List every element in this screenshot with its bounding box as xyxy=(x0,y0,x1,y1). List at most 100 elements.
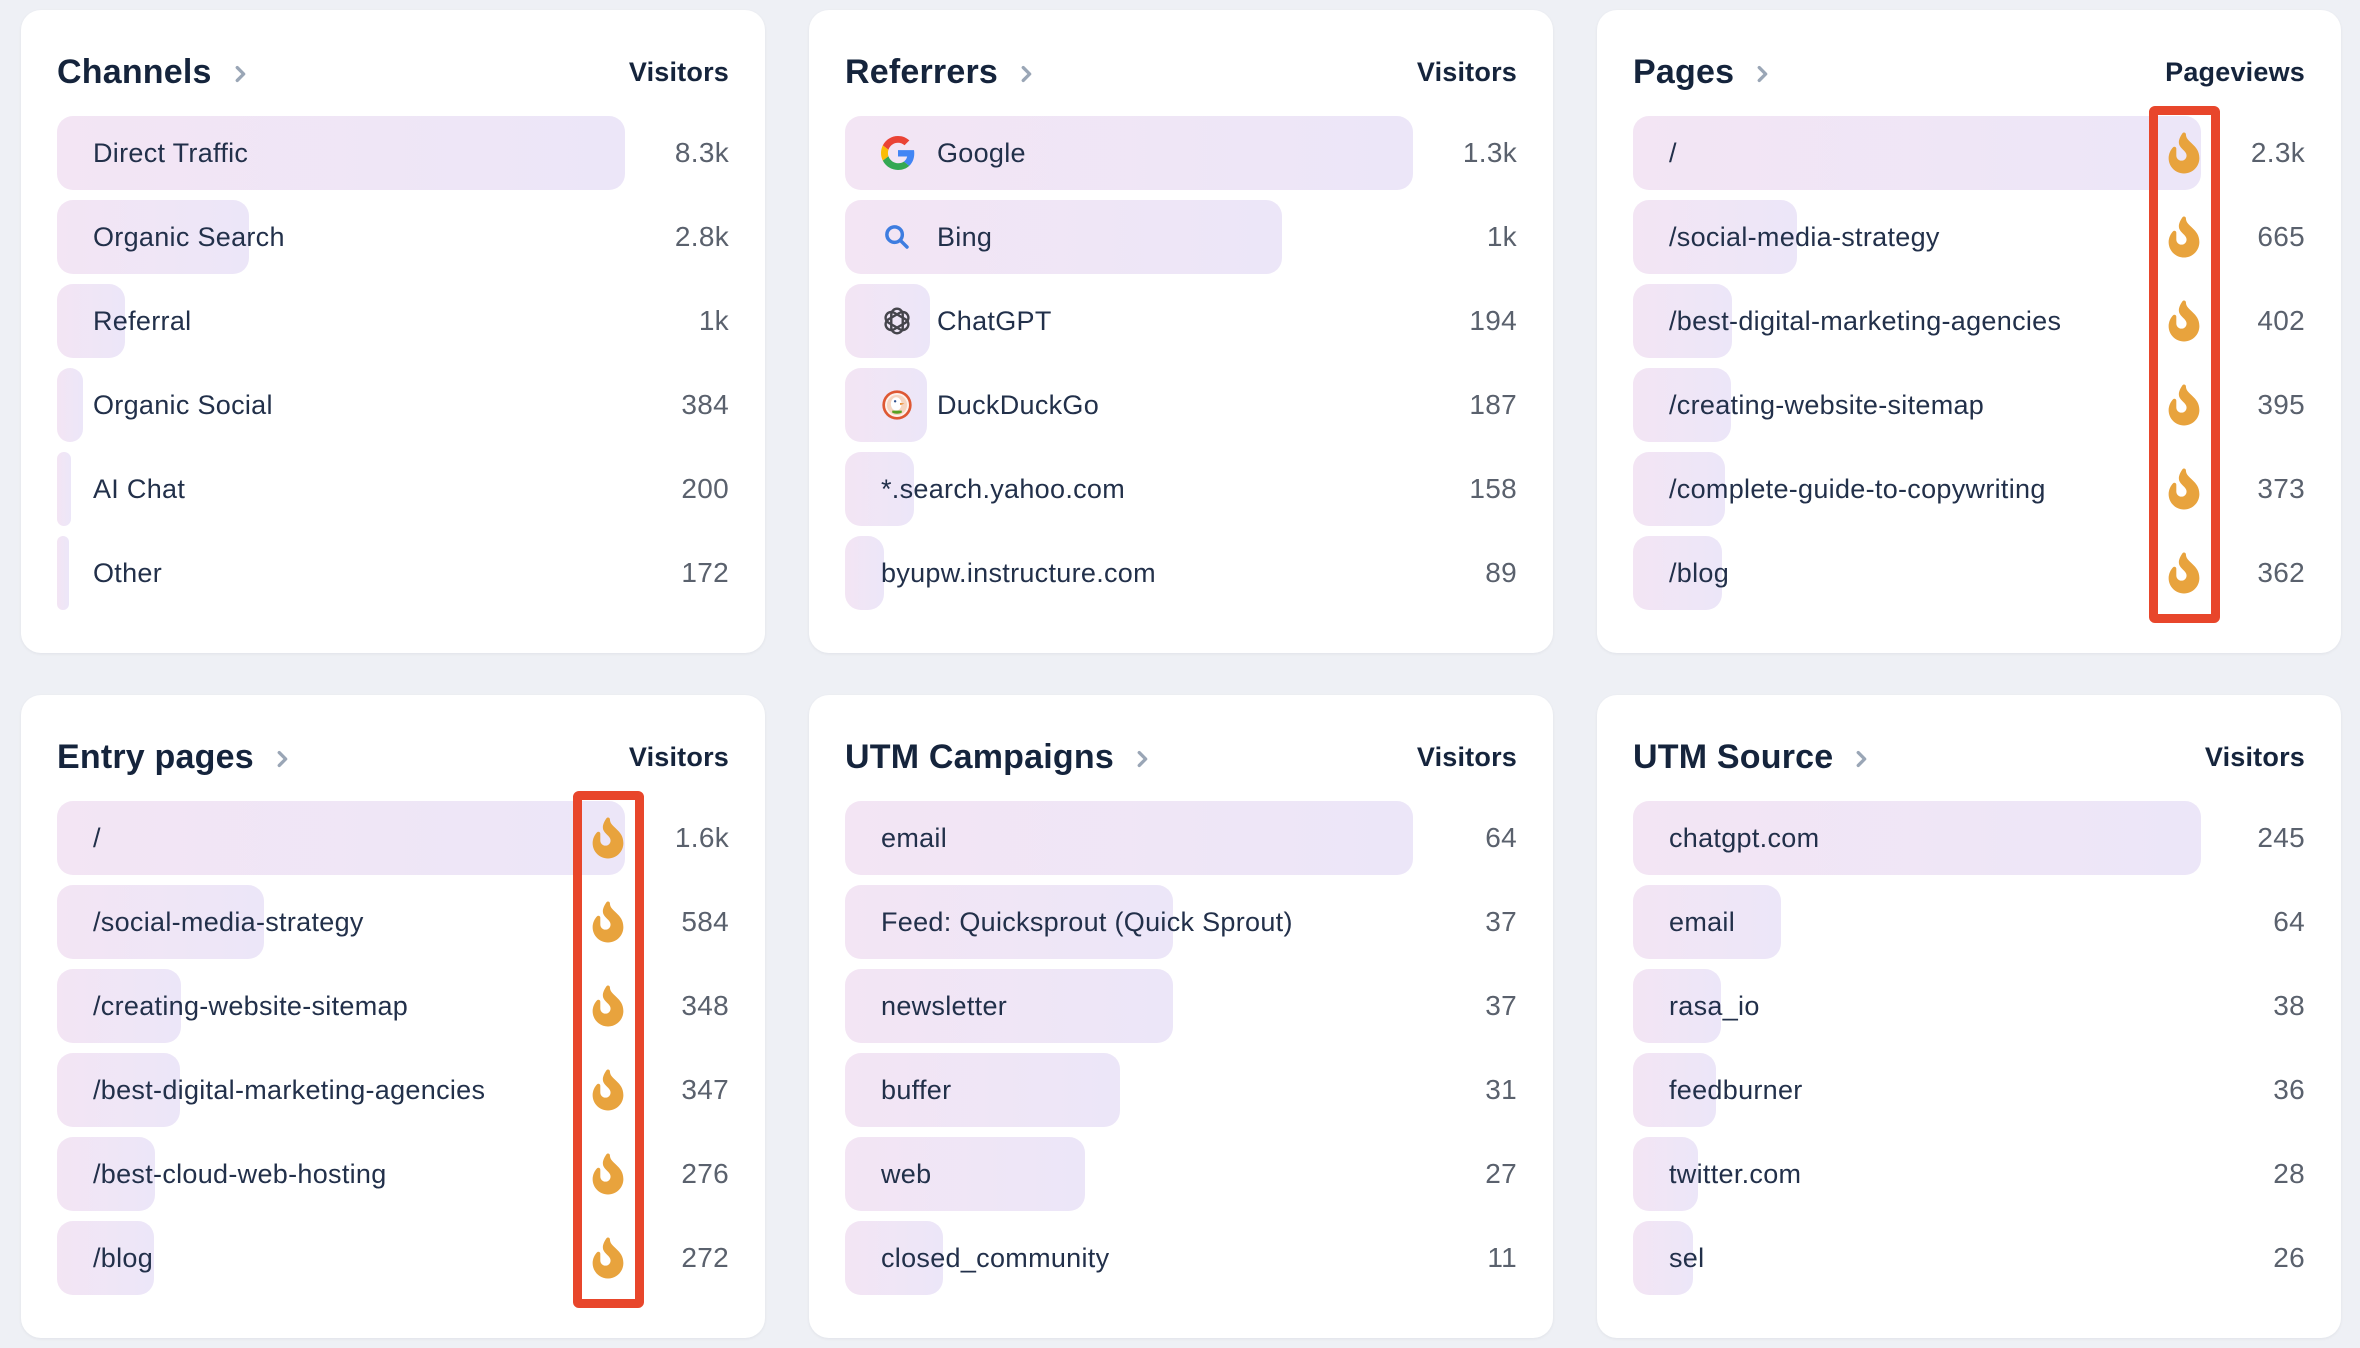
row-label: feedburner xyxy=(1669,1074,1803,1105)
row-label: closed_community xyxy=(881,1242,1110,1273)
fire-icon xyxy=(592,901,624,943)
card-title-link-utm-campaigns[interactable]: UTM Campaigns xyxy=(845,739,1153,775)
list-item[interactable]: Referral 1k xyxy=(57,284,729,358)
row-value: 31 xyxy=(1485,1074,1517,1105)
fire-icon xyxy=(592,1237,624,1279)
list-item[interactable]: Other 172 xyxy=(57,536,729,610)
list-item[interactable]: Organic Social 384 xyxy=(57,368,729,442)
metric-column-header: Visitors xyxy=(1416,56,1517,87)
list-item[interactable]: twitter.com 28 xyxy=(1633,1137,2305,1211)
list-item[interactable]: /complete-guide-to-copywriting 373 xyxy=(1633,452,2305,526)
list-item[interactable]: / 2.3k xyxy=(1633,116,2305,190)
row-value: 362 xyxy=(2257,557,2305,588)
list-item[interactable]: chatgpt.com 245 xyxy=(1633,801,2305,875)
list-item[interactable]: Google 1.3k xyxy=(845,116,1517,190)
fire-icon xyxy=(2168,552,2200,594)
row-label-wrap: DuckDuckGo xyxy=(881,368,1099,442)
list-item[interactable]: email 64 xyxy=(1633,885,2305,959)
list-item[interactable]: byupw.instructure.com 89 xyxy=(845,536,1517,610)
list-item[interactable]: /best-digital-marketing-agencies 347 xyxy=(57,1053,729,1127)
list-item[interactable]: newsletter 37 xyxy=(845,969,1517,1043)
list-item[interactable]: / 1.6k xyxy=(57,801,729,875)
row-label: Feed: Quicksprout (Quick Sprout) xyxy=(881,906,1293,937)
row-value: 245 xyxy=(2257,822,2305,853)
row-value: 200 xyxy=(681,473,729,504)
card-title-link-channels[interactable]: Channels xyxy=(57,54,251,90)
list-item[interactable]: ChatGPT 194 xyxy=(845,284,1517,358)
row-value: 1k xyxy=(698,305,729,336)
list-item[interactable]: /creating-website-sitemap 395 xyxy=(1633,368,2305,442)
row-label: Bing xyxy=(937,221,993,252)
row-value: 348 xyxy=(681,990,729,1021)
row-value: 37 xyxy=(1485,990,1517,1021)
row-value: 64 xyxy=(1485,822,1517,853)
list-item[interactable]: web 27 xyxy=(845,1137,1517,1211)
google-icon xyxy=(881,136,915,170)
bing-icon xyxy=(881,220,915,254)
list-item[interactable]: Bing 1k xyxy=(845,200,1517,274)
row-value: 276 xyxy=(681,1158,729,1189)
row-label-wrap: rasa_io xyxy=(1669,969,1760,1043)
chatgpt-icon xyxy=(881,304,915,338)
list-item[interactable]: /creating-website-sitemap 348 xyxy=(57,969,729,1043)
list-item[interactable]: Organic Search 2.8k xyxy=(57,200,729,274)
row-label-wrap: /best-cloud-web-hosting xyxy=(93,1137,387,1211)
row-value: 665 xyxy=(2257,221,2305,252)
list-item[interactable]: AI Chat 200 xyxy=(57,452,729,526)
metric-column-header: Visitors xyxy=(1416,741,1517,772)
card-title-link-referrers[interactable]: Referrers xyxy=(845,54,1037,90)
card-title-link-entry-pages[interactable]: Entry pages xyxy=(57,739,293,775)
value-bar xyxy=(845,1221,943,1295)
row-label: newsletter xyxy=(881,990,1008,1021)
row-label: /best-cloud-web-hosting xyxy=(93,1158,387,1189)
value-bar xyxy=(57,801,625,875)
list-item[interactable]: rasa_io 38 xyxy=(1633,969,2305,1043)
list-item[interactable]: /best-cloud-web-hosting 276 xyxy=(57,1137,729,1211)
card-pages: Pages Pageviews / 2.3k /social-media-str… xyxy=(1597,10,2341,653)
value-bar xyxy=(1633,368,1731,442)
list-item[interactable]: *.search.yahoo.com 158 xyxy=(845,452,1517,526)
row-label-wrap: Referral xyxy=(93,284,191,358)
row-label: ChatGPT xyxy=(937,305,1052,336)
list-item[interactable]: buffer 31 xyxy=(845,1053,1517,1127)
row-value: 11 xyxy=(1487,1242,1517,1273)
fire-icon xyxy=(2168,300,2200,342)
list-item[interactable]: sel 26 xyxy=(1633,1221,2305,1295)
value-bar xyxy=(57,284,125,358)
row-label: /social-media-strategy xyxy=(93,906,364,937)
value-bar xyxy=(1633,801,2201,875)
list-item[interactable]: /best-digital-marketing-agencies 402 xyxy=(1633,284,2305,358)
row-label-wrap: /best-digital-marketing-agencies xyxy=(1669,284,2061,358)
row-label-wrap: Other xyxy=(93,536,162,610)
row-value: 395 xyxy=(2257,389,2305,420)
row-label: Organic Search xyxy=(93,221,285,252)
value-bar xyxy=(1633,200,1797,274)
card-title-link-utm-source[interactable]: UTM Source xyxy=(1633,739,1872,775)
list-item[interactable]: /social-media-strategy 584 xyxy=(57,885,729,959)
card-rows: email 64 Feed: Quicksprout (Quick Sprout… xyxy=(845,801,1517,1295)
value-bar xyxy=(1633,885,1781,959)
value-bar xyxy=(1633,536,1722,610)
list-item[interactable]: feedburner 36 xyxy=(1633,1053,2305,1127)
value-bar xyxy=(57,200,249,274)
row-label: Referral xyxy=(93,305,192,336)
card-header: Entry pages Visitors xyxy=(57,695,729,775)
metric-column-header: Visitors xyxy=(2204,741,2305,772)
row-value: 28 xyxy=(2273,1158,2305,1189)
row-label-wrap: closed_community xyxy=(881,1221,1109,1295)
list-item[interactable]: email 64 xyxy=(845,801,1517,875)
list-item[interactable]: /blog 272 xyxy=(57,1221,729,1295)
list-item[interactable]: DuckDuckGo 187 xyxy=(845,368,1517,442)
row-value: 1.6k xyxy=(674,822,729,853)
value-bar xyxy=(57,1053,180,1127)
list-item[interactable]: Direct Traffic 8.3k xyxy=(57,116,729,190)
row-value: 36 xyxy=(2273,1074,2305,1105)
list-item[interactable]: Feed: Quicksprout (Quick Sprout) 37 xyxy=(845,885,1517,959)
list-item[interactable]: /social-media-strategy 665 xyxy=(1633,200,2305,274)
list-item[interactable]: closed_community 11 xyxy=(845,1221,1517,1295)
card-title-link-pages[interactable]: Pages xyxy=(1633,54,1773,90)
value-bar xyxy=(845,116,1413,190)
list-item[interactable]: /blog 362 xyxy=(1633,536,2305,610)
row-value: 584 xyxy=(681,906,729,937)
row-label-wrap: Google xyxy=(881,116,1026,190)
